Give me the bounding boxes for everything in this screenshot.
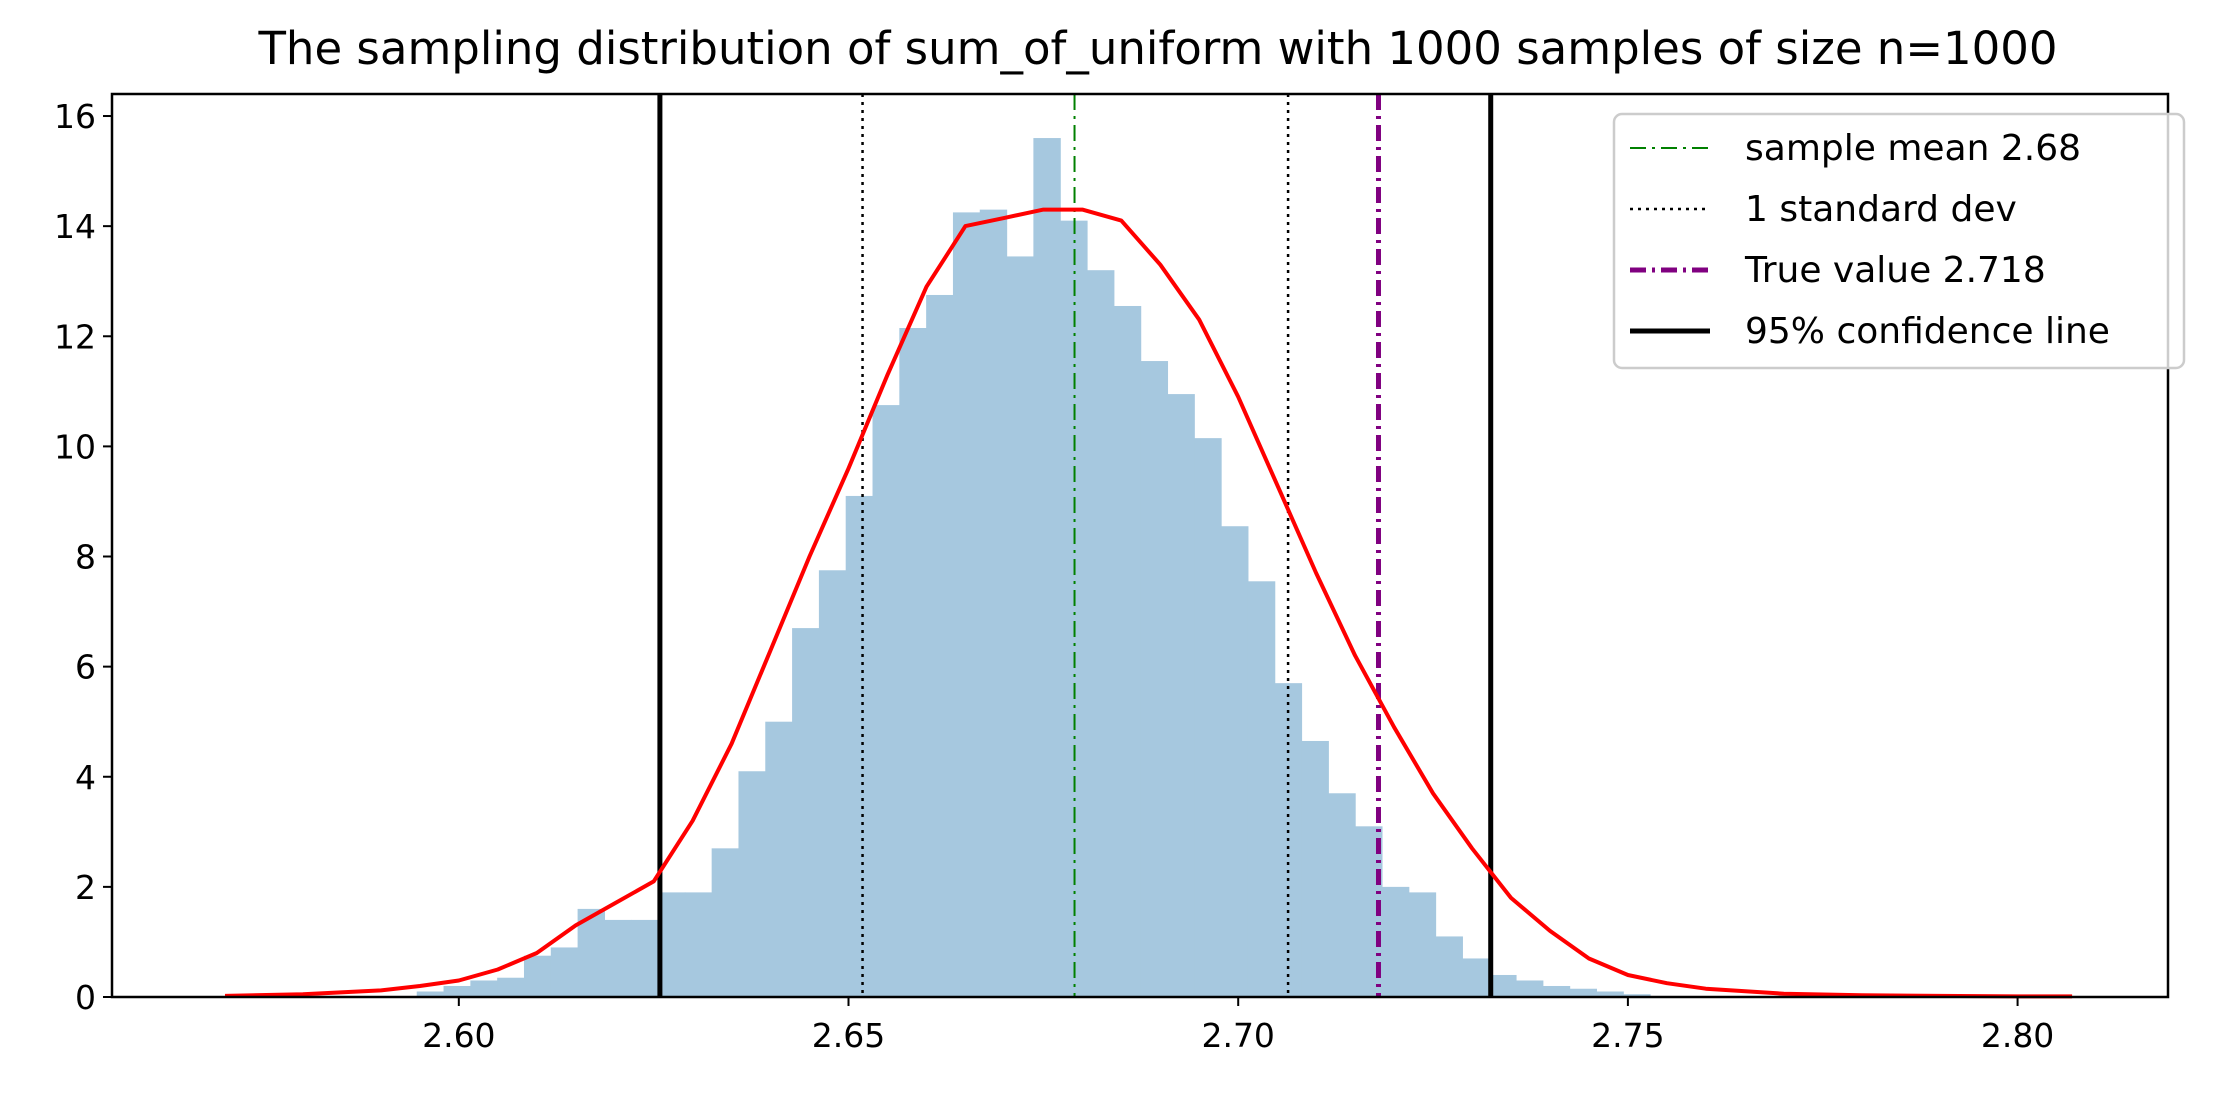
histogram-bar: [1194, 438, 1222, 997]
y-tick-label: 6: [75, 648, 96, 687]
chart-title: The sampling distribution of sum_of_unif…: [257, 22, 2057, 75]
histogram-bar: [684, 892, 713, 997]
histogram-bar: [1542, 985, 1571, 997]
x-tick-label: 2.80: [1981, 1016, 2054, 1055]
histogram-bar: [416, 991, 445, 997]
histogram-bar: [1087, 270, 1115, 997]
x-axis-ticks: 2.60 2.65 2.70 2.75 2.80: [422, 997, 2054, 1055]
histogram-bar: [1569, 988, 1598, 997]
histogram-bar: [497, 977, 525, 997]
histogram-bars: [416, 138, 1651, 998]
histogram-bar: [1033, 138, 1061, 998]
histogram-bar: [872, 405, 900, 998]
histogram-bar: [711, 848, 740, 997]
y-tick-label: 12: [54, 317, 96, 356]
histogram-bar: [1515, 980, 1544, 997]
histogram-bar: [979, 209, 1008, 997]
histogram-bar: [1596, 991, 1624, 997]
histogram-bar: [1167, 394, 1195, 998]
histogram-bar: [1462, 958, 1490, 997]
histogram-bar: [631, 919, 659, 997]
y-tick-label: 10: [54, 427, 96, 466]
legend: sample mean 2.68 1 standard dev True value…: [1612, 112, 2186, 370]
legend-label: sample mean 2.68: [1745, 128, 2081, 169]
histogram-bar: [1140, 361, 1169, 997]
x-tick-label: 2.65: [812, 1016, 885, 1055]
legend-label: 95% confidence line: [1745, 311, 2110, 352]
y-tick-label: 16: [54, 97, 96, 136]
legend-frame: [1612, 112, 2186, 370]
y-tick-label: 0: [75, 978, 96, 1017]
histogram-bar: [738, 771, 766, 997]
histogram-bar: [765, 721, 793, 997]
histogram-bar: [443, 985, 471, 997]
histogram-bar: [899, 328, 927, 997]
histogram-bar: [926, 294, 954, 998]
y-tick-label: 14: [54, 207, 96, 246]
histogram-bar: [1435, 936, 1463, 997]
histogram-bar: [792, 628, 820, 997]
histogram-bar: [1489, 974, 1517, 997]
histogram-bar: [658, 892, 686, 997]
histogram-bar: [845, 495, 874, 997]
legend-label: 1 standard dev: [1745, 189, 2017, 230]
reference-lines: [657, 94, 1494, 997]
y-axis-ticks: 0 2 4 6 8 10 12 14 16: [54, 97, 112, 1017]
kde-curve: [224, 207, 2073, 999]
histogram-bar: [1006, 256, 1034, 997]
histogram-bar: [1408, 892, 1437, 997]
histogram-bar: [1221, 526, 1249, 997]
y-tick-label: 8: [75, 538, 96, 577]
histogram-bar: [550, 947, 579, 997]
axes-frame: [110, 92, 2170, 999]
x-tick-label: 2.70: [1201, 1016, 1274, 1055]
histogram-bar: [952, 212, 981, 997]
x-tick-label: 2.75: [1591, 1016, 1664, 1055]
y-tick-label: 4: [75, 758, 96, 797]
histogram-bar: [1113, 305, 1142, 997]
histogram-bar: [1328, 793, 1356, 997]
histogram-bar: [1623, 994, 1651, 997]
histogram-bar: [470, 980, 498, 997]
histogram-bar: [818, 570, 847, 997]
histogram-bar: [1381, 886, 1410, 997]
histogram-bar: [1301, 740, 1329, 997]
legend-label: True value 2.718: [1744, 250, 2046, 291]
histogram-bar: [1247, 581, 1276, 997]
histogram-bar: [604, 919, 632, 997]
y-tick-label: 2: [75, 868, 96, 907]
x-tick-label: 2.60: [422, 1016, 495, 1055]
histogram-bar: [523, 955, 552, 997]
